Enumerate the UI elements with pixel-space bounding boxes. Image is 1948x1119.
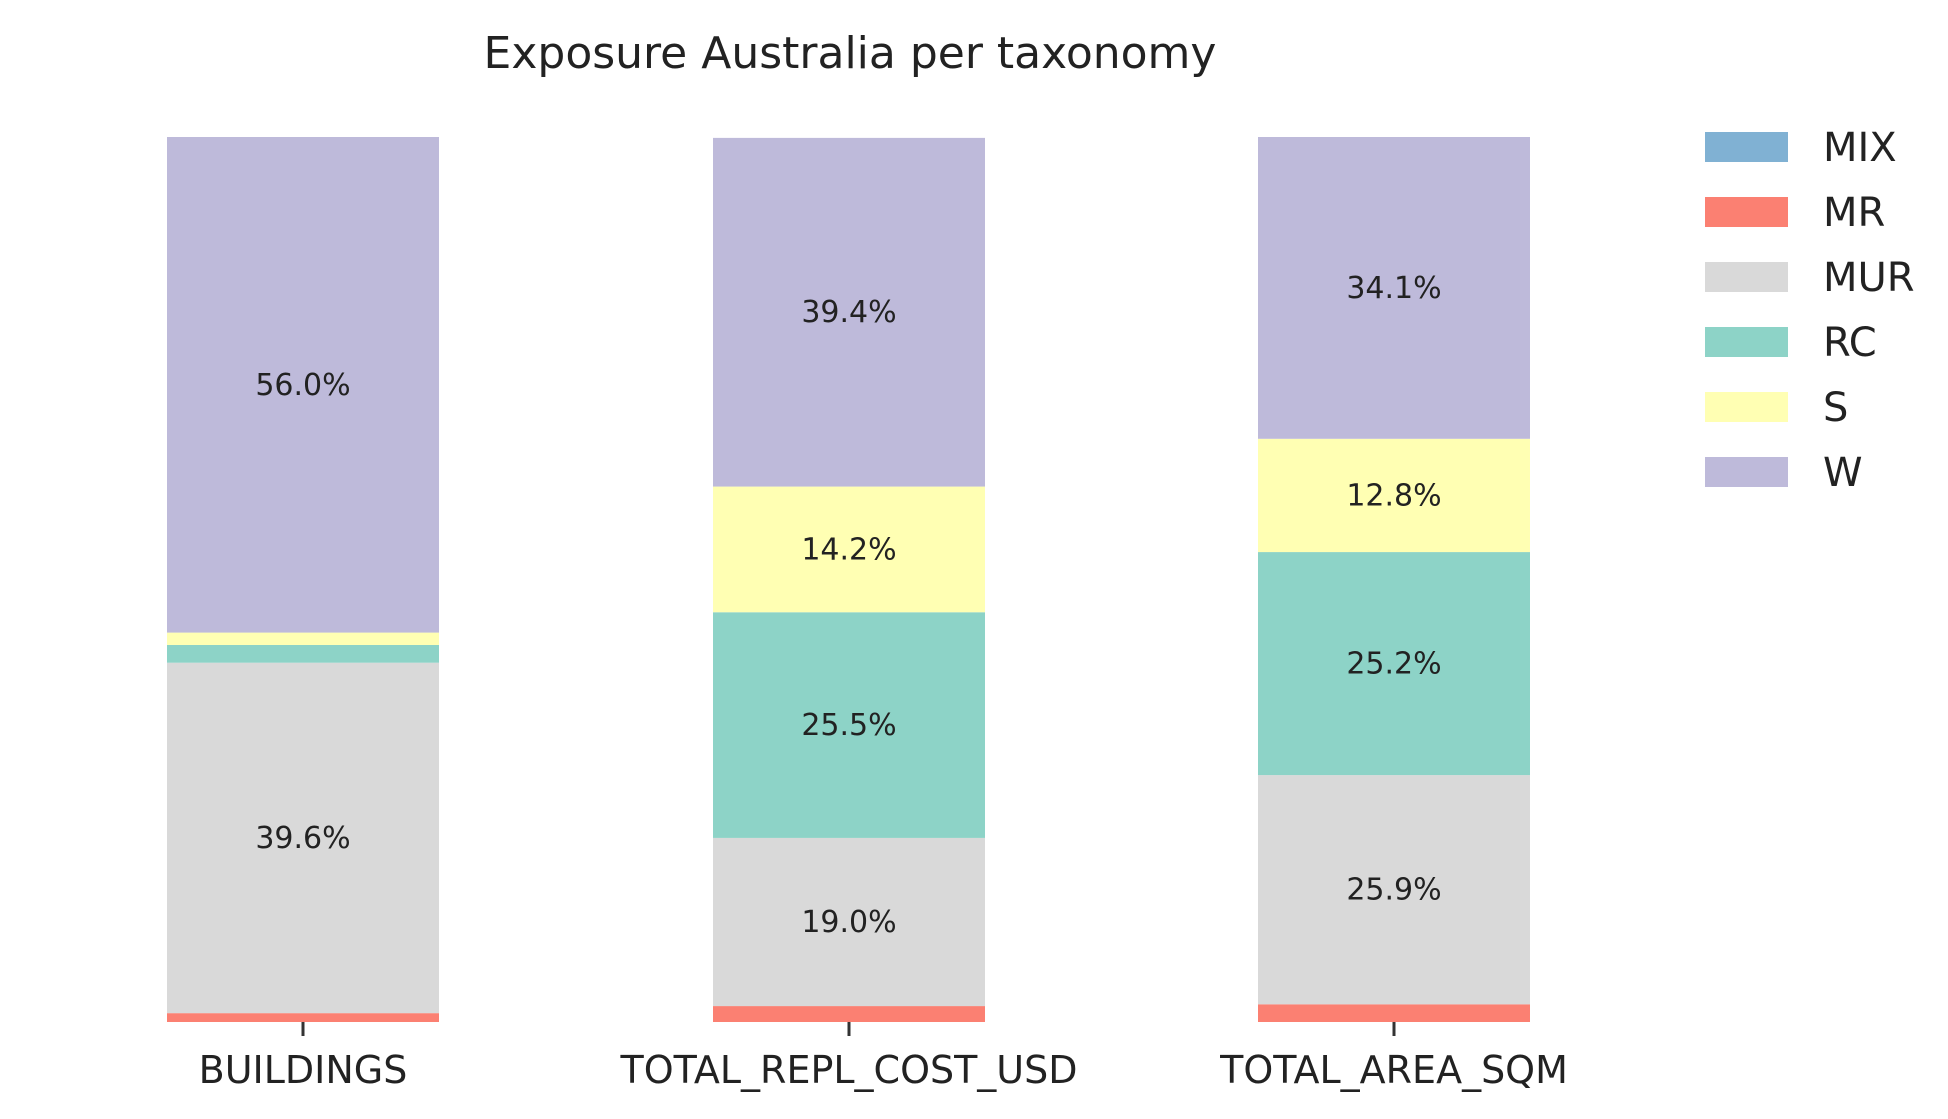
x-tick-label: TOTAL_REPL_COST_USD bbox=[619, 1048, 1077, 1092]
legend-label-rc: RC bbox=[1823, 320, 1877, 366]
x-axis: BUILDINGS TOTAL_REPL_COST_USD TOTAL_AREA_S… bbox=[199, 1022, 1568, 1092]
data-label-buildings-w: 56.0% bbox=[255, 368, 350, 403]
bar-total-area-sqm-mr bbox=[1258, 1004, 1530, 1022]
bar-total-area-sqm-s bbox=[1258, 438, 1530, 553]
data-label-total-repl-cost-usd-rc: 25.5% bbox=[801, 708, 896, 743]
data-label-total-area-sqm-mur: 25.9% bbox=[1346, 873, 1441, 908]
data-label-total-area-sqm-w: 34.1% bbox=[1346, 271, 1441, 306]
legend-swatch-mur bbox=[1705, 262, 1788, 292]
bar-buildings-s bbox=[167, 632, 439, 645]
legend-label-s: S bbox=[1823, 385, 1848, 431]
bar-total-repl-cost-usd-mr bbox=[713, 1006, 985, 1022]
legend-swatch-w bbox=[1705, 457, 1788, 487]
bar-buildings-mr bbox=[167, 1013, 439, 1022]
legend-swatch-rc bbox=[1705, 327, 1788, 357]
legend-label-mr: MR bbox=[1823, 190, 1885, 236]
bar-total-repl-cost-usd-mur bbox=[713, 837, 985, 1007]
bar-total-repl-cost-usd-rc bbox=[713, 612, 985, 838]
bar-total-area-sqm-rc bbox=[1258, 552, 1530, 776]
bar-buildings-rc bbox=[167, 644, 439, 663]
data-label-total-area-sqm-rc: 25.2% bbox=[1346, 647, 1441, 682]
legend-swatch-mix bbox=[1705, 132, 1788, 162]
legend: MIX MR MUR RC SW bbox=[1705, 125, 1915, 496]
legend-label-w: W bbox=[1823, 450, 1863, 496]
bar-total-area-sqm-w bbox=[1258, 137, 1530, 439]
legend-label-mur: MUR bbox=[1823, 255, 1915, 301]
data-label-total-repl-cost-usd-w: 39.4% bbox=[801, 295, 896, 330]
data-label-buildings-mur: 39.6% bbox=[255, 821, 350, 856]
bar-buildings-w bbox=[167, 137, 439, 633]
bar-total-area-sqm-mur bbox=[1258, 775, 1530, 1005]
legend-swatch-mr bbox=[1705, 197, 1788, 227]
data-label-total-repl-cost-usd-mur: 19.0% bbox=[801, 905, 896, 940]
bar-total-repl-cost-usd-w bbox=[713, 137, 985, 487]
chart-title: Exposure Australia per taxonomy bbox=[484, 28, 1217, 79]
data-label-total-area-sqm-s: 12.8% bbox=[1346, 478, 1441, 513]
legend-swatch-s bbox=[1705, 392, 1788, 422]
x-tick-label: TOTAL_AREA_SQM bbox=[1219, 1048, 1568, 1092]
data-label-total-repl-cost-usd-s: 14.2% bbox=[801, 532, 896, 567]
bar-buildings-mur bbox=[167, 662, 439, 1014]
bars-area: 39.6% 56.0% 19.0% 25.5% 14.2% 39.4% 25.9% 25.2%… bbox=[167, 137, 1530, 1022]
x-tick-label: BUILDINGS bbox=[199, 1048, 408, 1092]
legend-label-mix: MIX bbox=[1823, 125, 1897, 171]
bar-total-repl-cost-usd-s bbox=[713, 486, 985, 613]
